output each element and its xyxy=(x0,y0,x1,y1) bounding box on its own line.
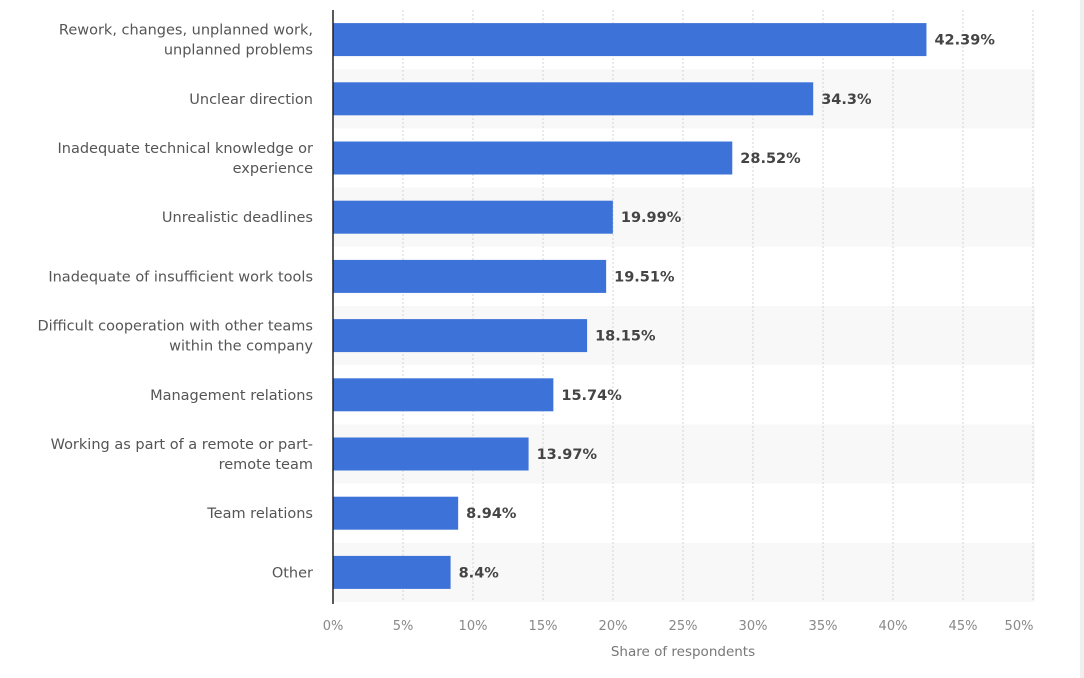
x-tick-label: 10% xyxy=(459,619,488,634)
category-label: within the company xyxy=(169,339,313,355)
data-label: 13.97% xyxy=(537,447,598,463)
bar xyxy=(333,259,607,293)
category-label: experience xyxy=(233,161,313,177)
x-tick-label: 25% xyxy=(669,619,698,634)
x-tick-label: 5% xyxy=(393,619,414,634)
bar xyxy=(333,437,529,471)
bar xyxy=(333,319,588,353)
category-label: Difficult cooperation with other teams xyxy=(37,319,313,335)
data-label: 8.4% xyxy=(459,565,500,581)
bar xyxy=(333,23,927,57)
bar xyxy=(333,141,733,175)
category-label: Inadequate of insufficient work tools xyxy=(48,269,313,285)
category-label: remote team xyxy=(219,457,313,473)
bar xyxy=(333,82,814,116)
category-label: Team relations xyxy=(206,506,313,522)
x-tick-label: 45% xyxy=(949,619,978,634)
x-tick-label: 40% xyxy=(879,619,908,634)
x-axis-title: Share of respondents xyxy=(611,644,755,660)
category-label: Inadequate technical knowledge or xyxy=(58,141,314,157)
data-label: 19.51% xyxy=(614,269,675,285)
data-label: 28.52% xyxy=(740,151,801,167)
scrollbar-edge xyxy=(1080,0,1084,678)
category-label: Other xyxy=(272,565,313,581)
data-label: 19.99% xyxy=(621,210,682,226)
category-label: Rework, changes, unplanned work, xyxy=(59,23,313,39)
x-tick-label: 35% xyxy=(809,619,838,634)
category-label: Unclear direction xyxy=(189,92,313,108)
data-label: 18.15% xyxy=(595,329,656,345)
data-label: 42.39% xyxy=(934,33,995,49)
x-tick-label: 0% xyxy=(323,619,344,634)
data-label: 34.3% xyxy=(821,92,872,108)
x-tick-label: 15% xyxy=(529,619,558,634)
category-label: Unrealistic deadlines xyxy=(162,210,313,226)
x-tick-label: 20% xyxy=(599,619,628,634)
category-label: Working as part of a remote or part- xyxy=(51,437,313,453)
bar xyxy=(333,496,459,530)
bar xyxy=(333,378,554,412)
bar xyxy=(333,555,451,589)
data-label: 15.74% xyxy=(561,388,622,404)
category-label: unplanned problems xyxy=(164,43,313,59)
x-tick-label: 30% xyxy=(739,619,768,634)
x-tick-label: 50% xyxy=(1005,619,1034,634)
data-label: 8.94% xyxy=(466,506,517,522)
bar xyxy=(333,200,613,234)
category-label: Management relations xyxy=(150,388,313,404)
